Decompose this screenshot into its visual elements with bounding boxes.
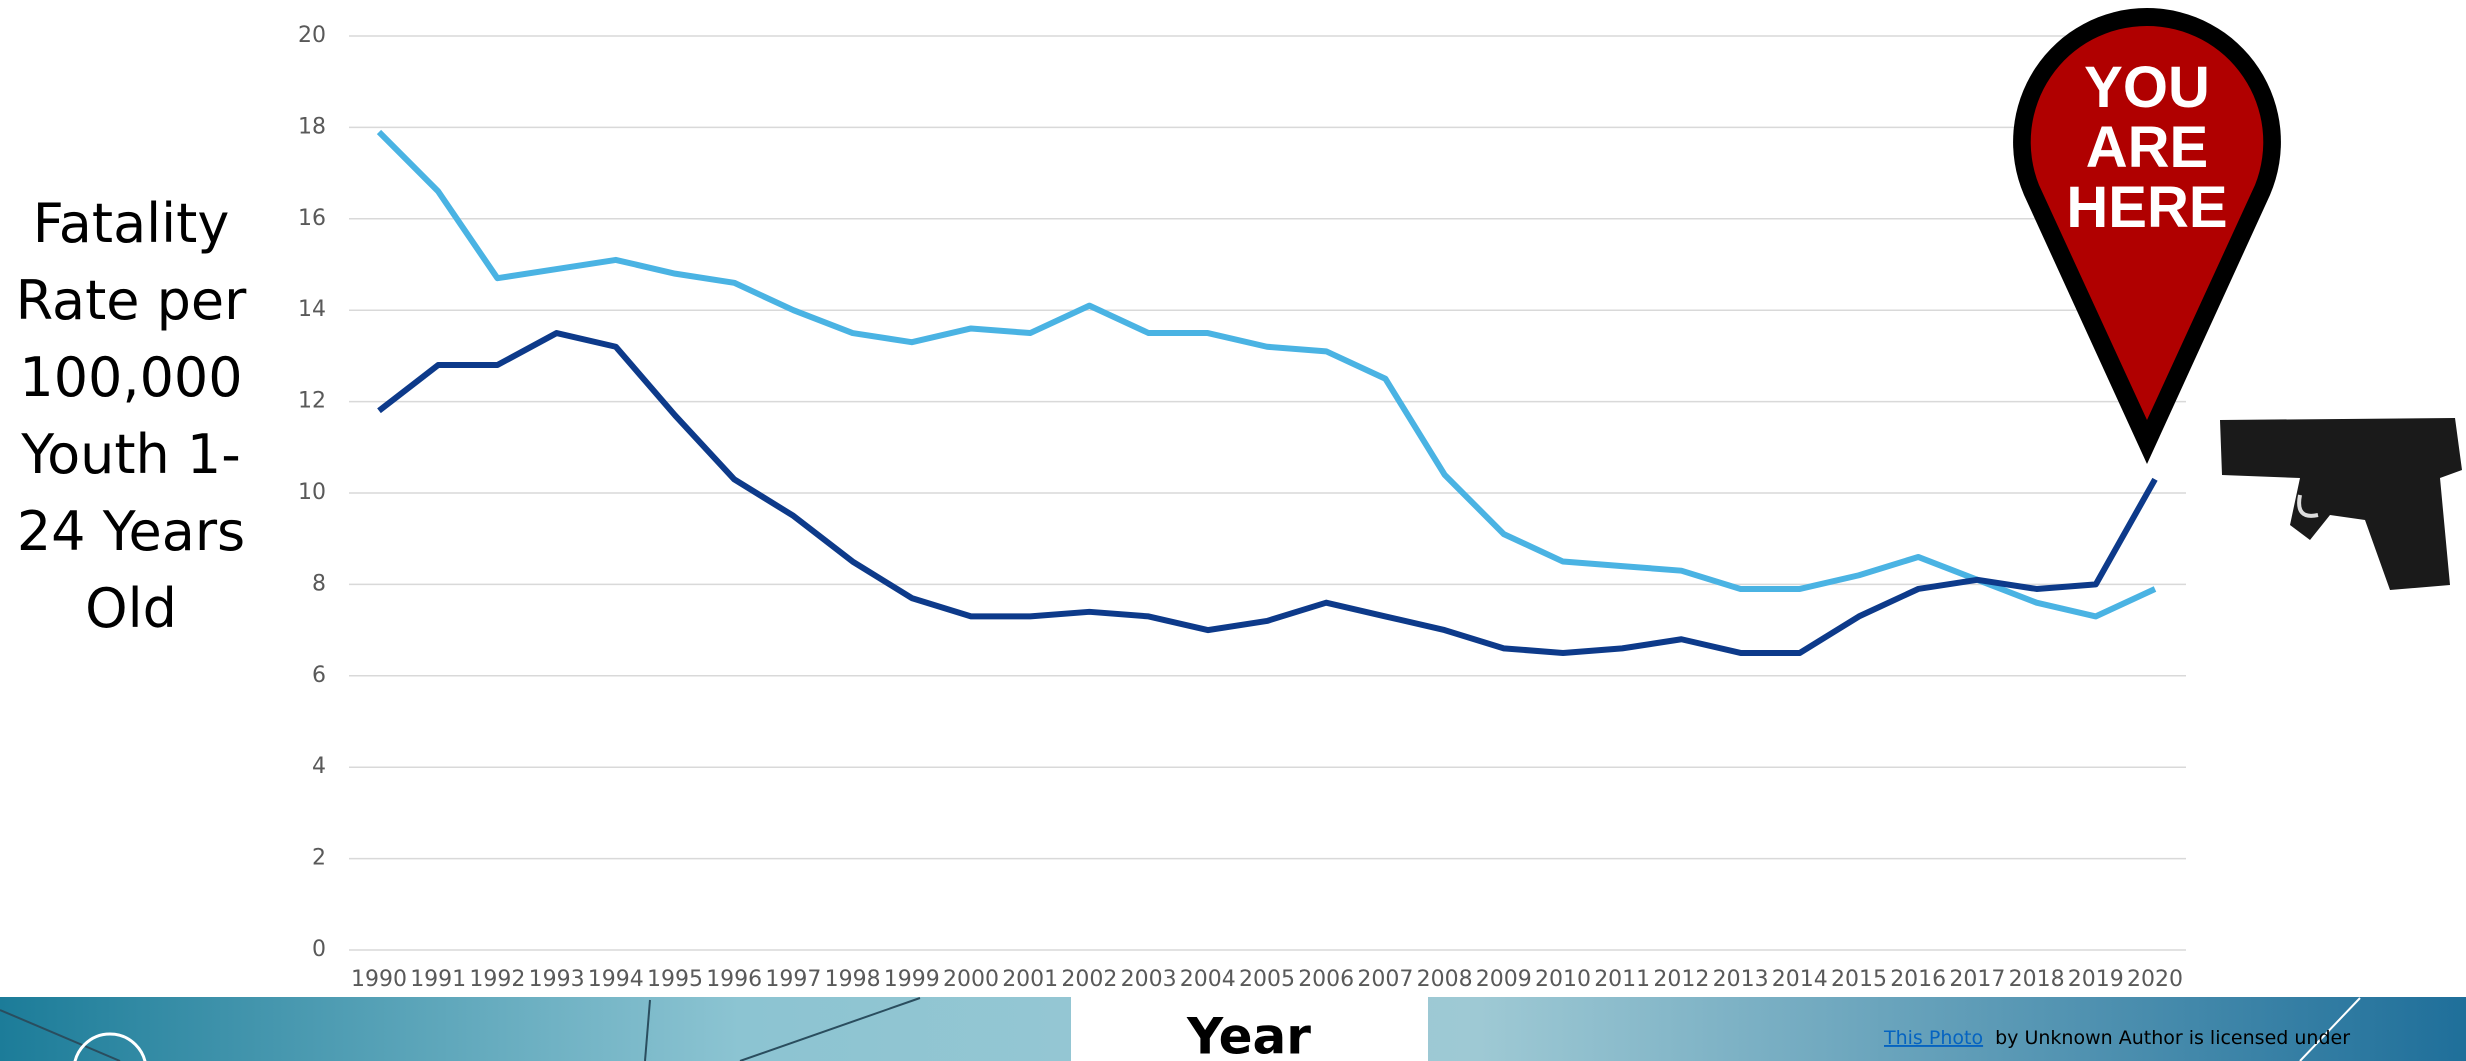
decor-line	[2299, 997, 2361, 1061]
y-tick-label: 16	[298, 206, 326, 231]
x-tick-label: 2001	[1002, 967, 1058, 992]
y-tick-label: 8	[312, 571, 326, 596]
y-tick-label: 12	[298, 389, 326, 414]
pin-fill	[2030, 25, 2264, 420]
x-tick-label: 1993	[529, 967, 585, 992]
decor-circle	[73, 1032, 147, 1061]
y-tick-label: 0	[312, 937, 326, 962]
x-tick-label: 1996	[706, 967, 762, 992]
x-tick-label: 2013	[1713, 967, 1769, 992]
x-tick-label: 2018	[2009, 967, 2065, 992]
y-tick-label: 14	[298, 297, 326, 322]
x-tick-label: 2020	[2127, 967, 2183, 992]
x-tick-label: 2003	[1121, 967, 1177, 992]
x-tick-label: 2015	[1831, 967, 1887, 992]
decor-line	[644, 999, 651, 1061]
x-tick-label: 1999	[884, 967, 940, 992]
x-tick-label: 2019	[2068, 967, 2124, 992]
x-tick-label: 2011	[1594, 967, 1650, 992]
y-tick-label: 10	[298, 480, 326, 505]
y-tick-label: 18	[298, 114, 326, 139]
decor-line	[739, 997, 921, 1061]
x-tick-label: 1998	[825, 967, 881, 992]
y-tick-label: 4	[312, 754, 326, 779]
x-tick-label: 2002	[1061, 967, 1117, 992]
y-axis-label: Fatality Rate per 100,000 Youth 1-24 Yea…	[15, 192, 247, 640]
x-tick-label: 2009	[1476, 967, 1532, 992]
x-tick-label: 2008	[1417, 967, 1473, 992]
pistol-shape	[2220, 418, 2462, 590]
x-tick-label: 1995	[647, 967, 703, 992]
x-tick-label: 2006	[1298, 967, 1354, 992]
x-tick-label: 2007	[1357, 967, 1413, 992]
series-line	[377, 330, 2158, 656]
x-axis-label: Year	[1186, 1008, 1311, 1061]
x-tick-label: 2017	[1949, 967, 2005, 992]
x-tick-label: 2004	[1180, 967, 1236, 992]
x-tick-label: 1991	[410, 967, 466, 992]
x-tick-label: 1994	[588, 967, 644, 992]
x-tick-label: 2016	[1890, 967, 1946, 992]
y-tick-label: 2	[312, 846, 326, 871]
pin-text-wrap: YOU ARE HERE	[2066, 58, 2228, 240]
x-tick-label: 2005	[1239, 967, 1295, 992]
series-line	[376, 129, 2157, 620]
photo-credit: This Photo by Unknown Author is licensed…	[1883, 1027, 2350, 1049]
x-tick-label: 2010	[1535, 967, 1591, 992]
y-tick-label: 6	[312, 663, 326, 688]
photo-credit-text: by Unknown Author is licensed under	[1995, 1027, 2350, 1049]
pistol	[2220, 418, 2462, 590]
x-tick-label: 1990	[351, 967, 407, 992]
x-tick-label: 2012	[1653, 967, 1709, 992]
y-tick-label: 20	[298, 23, 326, 48]
x-tick-label: 1992	[469, 967, 525, 992]
x-tick-label: 1997	[765, 967, 821, 992]
photo-link[interactable]: This Photo	[1883, 1027, 1983, 1049]
x-tick-label: 2000	[943, 967, 999, 992]
x-label-box	[1071, 997, 1428, 1061]
x-tick-label: 2014	[1772, 967, 1828, 992]
y-label-wrap: Fatality Rate per 100,000 Youth 1-24 Yea…	[15, 192, 247, 640]
decor-line	[0, 1009, 121, 1061]
marker-pin: YOU ARE HERE	[2013, 8, 2281, 464]
annotation: YOU ARE HERE	[2066, 58, 2228, 240]
pistol-trigger	[2297, 494, 2319, 518]
banner	[0, 997, 2466, 1061]
